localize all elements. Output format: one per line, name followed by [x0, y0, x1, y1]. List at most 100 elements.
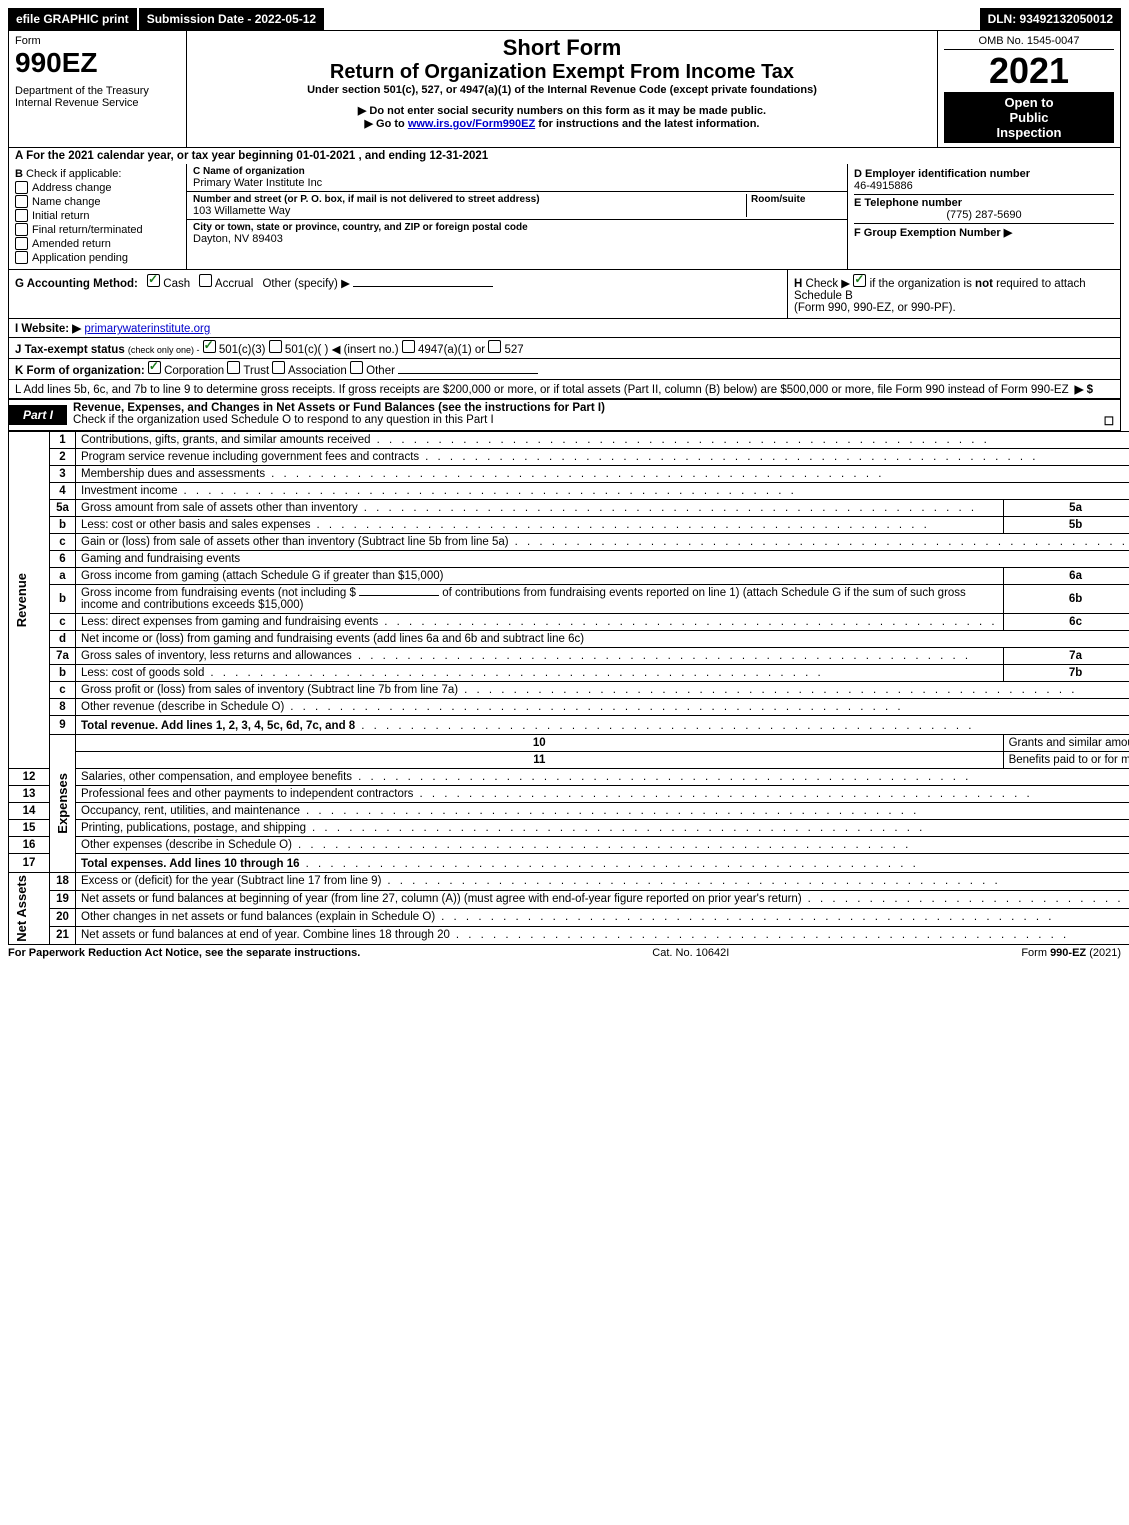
street-address: 103 Willamette Way [193, 205, 742, 217]
checkbox-501c-icon[interactable] [269, 340, 282, 353]
section-l: L Add lines 5b, 6c, and 7b to line 9 to … [8, 380, 1121, 399]
opt-527: 527 [505, 344, 524, 356]
line-14-desc: Occupancy, rent, utilities, and maintena… [81, 805, 300, 817]
checkbox-corporation-icon[interactable] [148, 361, 161, 374]
checkbox-icon[interactable] [15, 181, 28, 194]
section-j: J Tax-exempt status (check only one) - 5… [8, 338, 1121, 359]
opt-address-change: Address change [32, 182, 112, 194]
submission-date-label: Submission Date - 2022-05-12 [139, 8, 326, 30]
section-d-e-f: D Employer identification number 46-4915… [848, 164, 1120, 269]
irs-link[interactable]: www.irs.gov/Form990EZ [408, 118, 535, 130]
line-5a-desc: Gross amount from sale of assets other t… [81, 502, 358, 514]
checkbox-icon[interactable] [15, 237, 28, 250]
ein-label: D Employer identification number [854, 168, 1114, 180]
check-final-return[interactable]: Final return/terminated [15, 223, 180, 236]
lineno-3: 3 [50, 466, 76, 483]
accounting-method-label: G Accounting Method: [15, 278, 138, 290]
other-specify-blank[interactable] [353, 286, 493, 287]
part-1-header: Part I Revenue, Expenses, and Changes in… [8, 399, 1121, 431]
check-address-change[interactable]: Address change [15, 181, 180, 194]
line-15-desc: Printing, publications, postage, and shi… [81, 822, 306, 834]
check-application-pending[interactable]: Application pending [15, 251, 180, 264]
h-check-label: Check ▶ [806, 278, 851, 290]
checkbox-cash-icon[interactable] [147, 274, 160, 287]
title-short-form: Short Form [193, 35, 931, 61]
line-6a-desc: Gross income from gaming (attach Schedul… [76, 568, 1004, 585]
checkbox-4947-icon[interactable] [402, 340, 415, 353]
line-17-desc: Total expenses. Add lines 10 through 16 [81, 858, 300, 870]
lineno-12: 12 [9, 769, 50, 786]
form-number: 990EZ [15, 47, 180, 79]
other-org-blank[interactable] [398, 373, 538, 374]
telephone-label: E Telephone number [854, 194, 1114, 209]
street-label: Number and street (or P. O. box, if mail… [193, 194, 742, 205]
form-word: Form [15, 35, 180, 47]
tax-exempt-status-label: J Tax-exempt status [15, 344, 125, 356]
check-amended-return[interactable]: Amended return [15, 237, 180, 250]
check-name-change[interactable]: Name change [15, 195, 180, 208]
line-10-desc: Grants and similar amounts paid (list in… [1009, 737, 1129, 749]
checkbox-527-icon[interactable] [488, 340, 501, 353]
line-8-desc: Other revenue (describe in Schedule O) [81, 701, 284, 713]
line-1-desc: Contributions, gifts, grants, and simila… [76, 432, 1129, 449]
org-name: Primary Water Institute Inc [193, 177, 841, 189]
lineno-19: 19 [50, 890, 76, 908]
tax-year: 2021 [944, 50, 1114, 92]
part-1-checkbox[interactable]: ☐ [1104, 414, 1114, 428]
header-center: Short Form Return of Organization Exempt… [187, 31, 937, 147]
expenses-sidelabel: Expenses [50, 735, 76, 873]
section-b-letter: B [15, 168, 23, 180]
checkbox-icon[interactable] [15, 209, 28, 222]
footer-paperwork: For Paperwork Reduction Act Notice, see … [8, 947, 360, 959]
opt-501c3: 501(c)(3) [219, 344, 266, 356]
checkbox-schedule-b-icon[interactable] [853, 274, 866, 287]
telephone-value: (775) 287-5690 [854, 209, 1114, 221]
lineno-21: 21 [50, 926, 76, 944]
efile-print-label[interactable]: efile GRAPHIC print [8, 8, 139, 30]
open-line2: Public [947, 110, 1111, 125]
line-6c-desc: Less: direct expenses from gaming and fu… [81, 616, 378, 628]
subno-7a: 7a [1003, 648, 1129, 665]
opt-name-change: Name change [32, 196, 101, 208]
checkbox-association-icon[interactable] [272, 361, 285, 374]
line-7a-desc: Gross sales of inventory, less returns a… [81, 650, 352, 662]
lineno-1: 1 [50, 432, 76, 449]
line-3-desc: Membership dues and assessments [81, 468, 265, 480]
lineno-6c: c [50, 614, 76, 631]
line-13-desc: Professional fees and other payments to … [81, 788, 413, 800]
line-16-desc: Other expenses (describe in Schedule O) [81, 839, 292, 851]
opt-other: Other [366, 365, 395, 377]
part-1-tab: Part I [9, 405, 67, 425]
checkbox-icon[interactable] [15, 223, 28, 236]
line-6d-desc: Net income or (loss) from gaming and fun… [76, 631, 1129, 648]
form-of-org-label: K Form of organization: [15, 365, 145, 377]
line-5b-desc: Less: cost or other basis and sales expe… [81, 519, 311, 531]
checkbox-trust-icon[interactable] [227, 361, 240, 374]
city-label: City or town, state or province, country… [193, 222, 841, 233]
cash-label: Cash [163, 278, 190, 290]
opt-4947: 4947(a)(1) or [418, 344, 485, 356]
opt-corporation: Corporation [164, 365, 224, 377]
lineno-6b: b [50, 585, 76, 614]
website-link[interactable]: primarywaterinstitute.org [84, 323, 210, 335]
open-line1: Open to [947, 95, 1111, 110]
check-initial-return[interactable]: Initial return [15, 209, 180, 222]
lineno-4: 4 [50, 483, 76, 500]
lineno-7b: b [50, 665, 76, 682]
checkbox-icon[interactable] [15, 251, 28, 264]
checkbox-accrual-icon[interactable] [199, 274, 212, 287]
checkbox-501c3-icon[interactable] [203, 340, 216, 353]
line-6b-blank[interactable] [359, 595, 439, 596]
header-right: OMB No. 1545-0047 2021 Open to Public In… [937, 31, 1120, 147]
checkbox-other-icon[interactable] [350, 361, 363, 374]
lineno-6: 6 [50, 551, 76, 568]
footer-catno: Cat. No. 10642I [652, 947, 729, 959]
checkbox-icon[interactable] [15, 195, 28, 208]
lineno-15: 15 [9, 820, 50, 837]
check-only-one-note: (check only one) - [128, 345, 200, 355]
h-text4: (Form 990, 990-EZ, or 990-PF). [794, 302, 1114, 314]
website-label: I Website: ▶ [15, 323, 81, 335]
subno-5b: 5b [1003, 517, 1129, 534]
lineno-7a: 7a [50, 648, 76, 665]
opt-association: Association [288, 365, 347, 377]
